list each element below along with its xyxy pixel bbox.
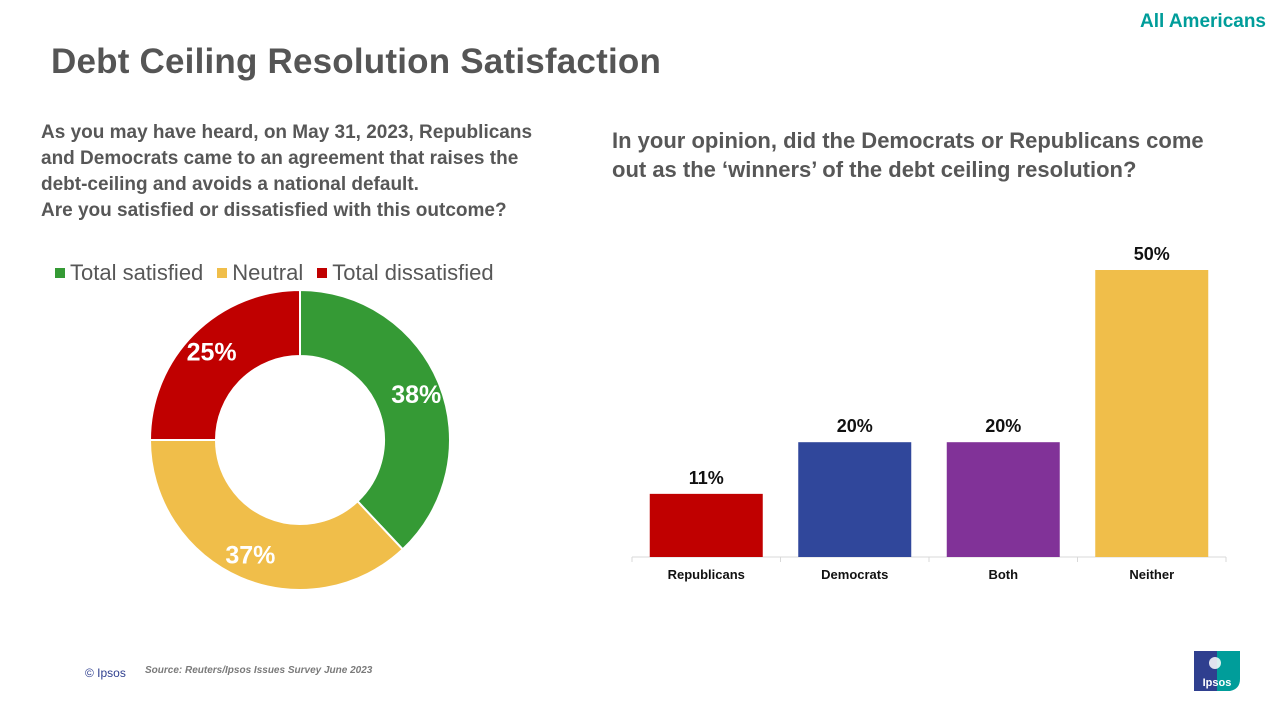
question-line: and Democrats came to an agreement that … xyxy=(41,148,519,169)
legend-label: Total dissatisfied xyxy=(332,260,494,285)
question-line: As you may have heard, on May 31, 2023, … xyxy=(41,122,533,143)
right-question: In your opinion, did the Democrats or Re… xyxy=(612,126,1272,184)
question-line: Are you satisfied or dissatisfied with t… xyxy=(41,200,507,221)
legend-item-dissatisfied: Total dissatisfied xyxy=(317,260,494,286)
source-note: Source: Reuters/Ipsos Issues Survey June… xyxy=(145,665,373,676)
bar-data-label: 20% xyxy=(985,416,1021,436)
bar-data-label: 20% xyxy=(837,416,873,436)
copyright: © Ipsos xyxy=(85,666,126,680)
donut-chart: 38% 37% 25% xyxy=(148,288,451,591)
bar-democrats xyxy=(798,442,912,557)
x-tick-label: Both xyxy=(988,567,1018,582)
bar-neither xyxy=(1095,270,1209,557)
legend-item-neutral: Neutral xyxy=(217,260,303,286)
legend-swatch xyxy=(55,268,65,278)
donut-slice-total-satisfied xyxy=(299,288,451,551)
bar-chart: 11% Republicans 20% Democrats 20% Both 50% Neit… xyxy=(631,244,1227,582)
bar-republicans xyxy=(649,493,763,557)
bar-both xyxy=(946,442,1060,557)
audience-label: All Americans xyxy=(1139,11,1266,32)
donut-slice-neutral xyxy=(148,439,405,591)
x-tick-label: Democrats xyxy=(821,567,888,582)
question-line: out as the ‘winners’ of the debt ceiling… xyxy=(612,157,1137,182)
legend-item-satisfied: Total satisfied xyxy=(55,260,203,286)
legend-swatch xyxy=(317,268,328,278)
bar-data-label: 50% xyxy=(1134,244,1170,264)
bar-data-label: 11% xyxy=(689,468,724,488)
legend-label: Total satisfied xyxy=(70,260,204,285)
donut-slice-total-dissatisfied xyxy=(148,288,301,441)
x-tick-label: Neither xyxy=(1129,567,1174,582)
legend-label: Neutral xyxy=(232,260,304,285)
left-question: As you may have heard, on May 31, 2023, … xyxy=(41,120,601,224)
donut-data-label: 37% xyxy=(225,542,275,570)
donut-legend: Total satisfied Neutral Total dissatisfi… xyxy=(55,260,494,286)
legend-swatch xyxy=(217,268,228,278)
page-title: Debt Ceiling Resolution Satisfaction xyxy=(51,42,662,81)
question-line: debt-ceiling and avoids a national defau… xyxy=(41,174,419,195)
logo-text: Ipsos xyxy=(1203,677,1232,689)
ipsos-logo: Ipsos xyxy=(1194,651,1240,691)
question-line: In your opinion, did the Democrats or Re… xyxy=(612,128,1204,153)
x-tick-label: Republicans xyxy=(668,567,745,582)
donut-data-label: 38% xyxy=(391,381,441,409)
donut-data-label: 25% xyxy=(187,339,237,367)
